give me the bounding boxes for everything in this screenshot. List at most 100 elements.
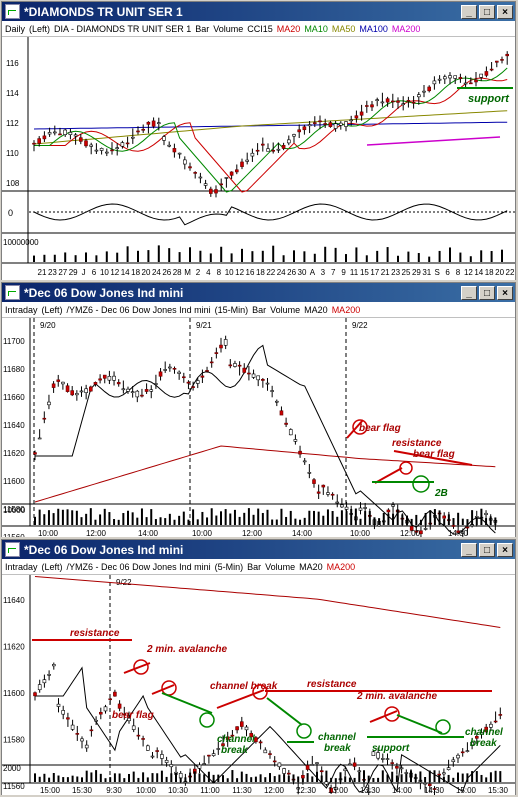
y-axis-tick: 11660 <box>3 393 25 402</box>
intraday-15min-chart-svg: 9/20 9/21 9/22 11700 11680 11660 11640 11620 11… <box>2 318 515 537</box>
minimize-button[interactable]: _ <box>461 542 477 557</box>
x-axis-tick: 9:30 <box>106 786 122 795</box>
price-bar <box>56 374 61 387</box>
minimize-button[interactable]: _ <box>461 4 477 19</box>
title-bar[interactable]: *DIAMONDS TR UNIT SER 1 _ □ × <box>2 2 515 21</box>
x-axis-tick: 29 <box>412 268 421 277</box>
ma200-line <box>34 576 501 628</box>
x-axis-tick: 14:00 <box>392 786 413 795</box>
channel-line-green-3 <box>396 714 443 734</box>
channel-break-3-line-2: break <box>324 743 351 754</box>
x-axis-tick: 21 <box>381 268 390 277</box>
x-axis-tick: 10:00 <box>192 529 213 537</box>
y-axis-tick: 11640 <box>3 596 25 605</box>
price-bar <box>122 706 127 720</box>
price-bar <box>135 389 140 403</box>
price-bar <box>105 148 109 157</box>
chart-header: Intraday (Left) /YMZ6 - Dec 06 Dow Jones… <box>2 302 515 318</box>
dow-15min-window[interactable]: *Dec 06 Dow Jones Ind mini _ □ × Intrada… <box>1 282 516 537</box>
price-bar <box>42 131 47 143</box>
price-bar <box>158 368 163 381</box>
price-bar <box>197 762 202 774</box>
price-bar <box>270 385 274 398</box>
diamonds-window[interactable]: *DIAMONDS TR UNIT SER 1 _ □ × Daily (Lef… <box>1 1 516 280</box>
x-axis-tick: 10 <box>100 268 109 277</box>
minimize-button[interactable]: _ <box>461 285 477 300</box>
price-bar <box>249 730 253 741</box>
x-axis-tick: 12 <box>110 268 119 277</box>
price-bar <box>61 705 66 720</box>
maximize-button[interactable]: □ <box>479 542 495 557</box>
price-bar <box>272 756 277 767</box>
price-bar <box>479 728 484 739</box>
price-bar <box>458 73 463 83</box>
price-bar <box>465 742 470 753</box>
y-axis-tick: 11680 <box>3 365 25 374</box>
price-bar <box>136 727 141 740</box>
price-chart[interactable]: 116 114 112 110 108 support 0 10000000 21 23 2… <box>2 37 515 280</box>
avalanche-line-2 <box>369 710 398 723</box>
y-axis-tick: 11600 <box>3 689 25 698</box>
ma200-label: MA200 <box>331 304 361 315</box>
price-bar <box>245 152 249 165</box>
cci-line <box>33 203 508 226</box>
price-bar <box>250 148 255 162</box>
title-bar[interactable]: *Dec 06 Dow Jones Ind mini _ □ × <box>2 540 515 559</box>
price-bar <box>456 753 460 763</box>
price-bar <box>468 77 473 85</box>
price-bar <box>219 337 223 353</box>
ma20-label: MA20 <box>299 561 323 572</box>
volume-tick: 10000 <box>3 506 26 515</box>
close-button[interactable]: × <box>497 4 513 19</box>
interval-label: Intraday <box>5 304 38 315</box>
price-bar <box>42 411 47 424</box>
price-chart[interactable]: 9/20 9/21 9/22 11700 11680 11660 11640 11620 11… <box>2 318 515 537</box>
price-bar <box>453 75 458 85</box>
x-axis-tick: 23 <box>48 268 57 277</box>
price-bar <box>395 762 399 775</box>
x-axis-tick: 4 <box>206 268 211 277</box>
channel-break-circle-4 <box>435 719 451 735</box>
price-bar <box>474 732 479 745</box>
x-axis-tick: 18 <box>485 268 494 277</box>
channel-break-annotation-4: channel break <box>465 727 503 749</box>
price-bar <box>406 96 411 108</box>
title-bar[interactable]: *Dec 06 Dow Jones Ind mini _ □ × <box>2 283 515 302</box>
x-axis-tick: 16 <box>246 268 255 277</box>
price-bar <box>460 748 465 757</box>
bear-flag-annotation-1: bear flag <box>359 423 401 434</box>
price-bar <box>228 359 233 369</box>
price-bar <box>244 724 249 737</box>
price-bar <box>136 126 140 135</box>
close-button[interactable]: × <box>497 285 513 300</box>
price-chart[interactable]: 9/22 11640 11620 11600 11580 11560 resistanc… <box>2 575 515 795</box>
price-bar <box>302 124 307 135</box>
x-axis-tick: 17 <box>370 268 379 277</box>
dow-5min-window[interactable]: *Dec 06 Dow Jones Ind mini _ □ × Intrada… <box>1 539 516 795</box>
price-bar <box>293 434 298 445</box>
price-bar <box>465 526 470 536</box>
channel-line-1 <box>216 689 265 709</box>
price-bar <box>427 782 432 793</box>
bar-type-label: Bar <box>252 304 267 315</box>
x-axis-tick: 12:00 <box>264 786 285 795</box>
price-bar <box>411 96 416 109</box>
close-button[interactable]: × <box>497 542 513 557</box>
price-bar <box>498 707 503 720</box>
x-axis-tick: 14:00 <box>448 529 469 537</box>
price-bar <box>247 365 251 381</box>
window-title: *Dec 06 Dow Jones Ind mini <box>24 542 184 557</box>
price-bar <box>427 85 432 93</box>
price-bar <box>112 371 116 386</box>
price-bar <box>442 512 447 521</box>
price-bar <box>221 735 225 750</box>
x-axis-tick: 26 <box>287 268 296 277</box>
price-bar <box>70 719 75 731</box>
price-bar <box>268 750 272 759</box>
maximize-button[interactable]: □ <box>479 285 495 300</box>
price-bar <box>302 457 307 465</box>
maximize-button[interactable]: □ <box>479 4 495 19</box>
price-bar <box>182 372 186 383</box>
price-bar <box>305 760 310 772</box>
